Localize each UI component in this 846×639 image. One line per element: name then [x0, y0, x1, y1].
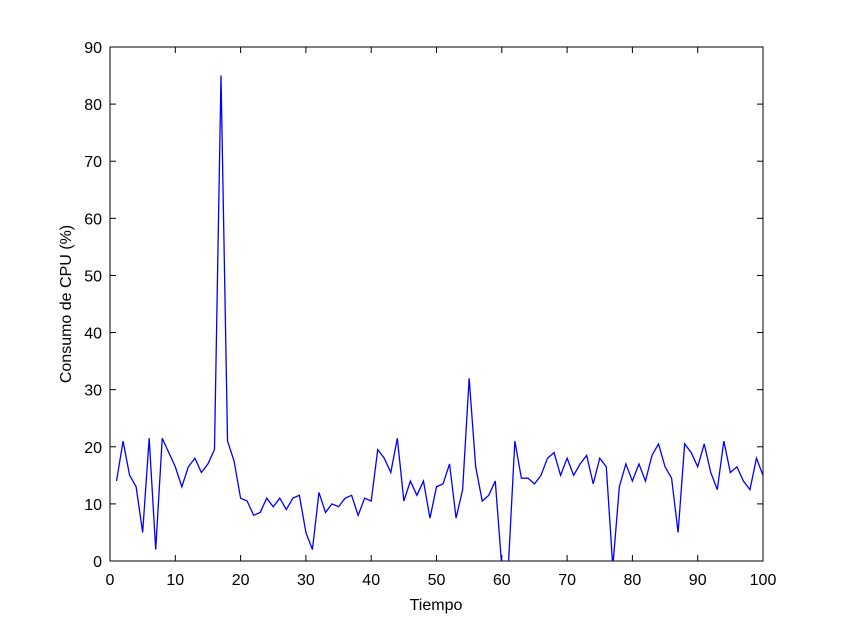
- y-tick-label: 40: [84, 326, 102, 343]
- y-axis-label: Consumo de CPU (%): [58, 225, 75, 383]
- x-tick-label: 90: [689, 572, 707, 589]
- x-tick-label: 60: [493, 572, 511, 589]
- x-tick-label: 20: [232, 572, 250, 589]
- y-tick-label: 0: [93, 554, 102, 571]
- y-tick-label: 80: [84, 97, 102, 114]
- x-tick-label: 80: [624, 572, 642, 589]
- x-tick-label: 50: [428, 572, 446, 589]
- x-tick-label: 70: [558, 572, 576, 589]
- x-tick-label: 40: [362, 572, 380, 589]
- x-axis-label: Tiempo: [410, 597, 463, 614]
- x-tick-label: 100: [750, 572, 777, 589]
- y-tick-label: 20: [84, 440, 102, 457]
- plot-area: [109, 46, 764, 562]
- x-tick-label: 10: [166, 572, 184, 589]
- y-tick-label: 90: [84, 40, 102, 57]
- y-tick-label: 70: [84, 154, 102, 171]
- data-line: [115, 75, 763, 561]
- x-tick-label: 30: [297, 572, 315, 589]
- y-tick-label: 60: [84, 211, 102, 228]
- y-tick-label: 50: [84, 268, 102, 285]
- y-tick-label: 30: [84, 383, 102, 400]
- x-tick-label: 0: [106, 572, 115, 589]
- y-tick-label: 10: [84, 497, 102, 514]
